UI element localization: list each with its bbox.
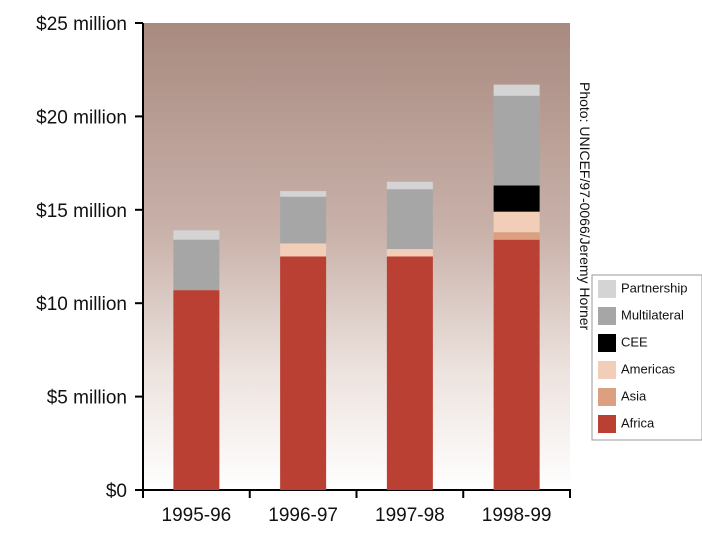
- legend-label: CEE: [621, 334, 648, 349]
- bar-segment: [493, 185, 540, 212]
- bar-segment: [173, 290, 220, 490]
- bar-segment: [280, 256, 327, 490]
- legend-swatch: [598, 307, 616, 325]
- legend-label: Americas: [621, 361, 676, 376]
- bar-segment: [173, 230, 220, 240]
- y-tick-label: $10 million: [36, 294, 127, 315]
- bar-segment: [386, 249, 433, 257]
- bar-segment: [493, 95, 540, 186]
- legend-label: Asia: [621, 388, 647, 403]
- legend-swatch: [598, 388, 616, 406]
- legend-swatch: [598, 334, 616, 352]
- bar-segment: [173, 239, 220, 291]
- y-tick-label: $15 million: [36, 201, 127, 222]
- legend-label: Africa: [621, 415, 655, 430]
- legend-label: Multilateral: [621, 307, 684, 322]
- y-tick-label: $0: [106, 481, 127, 502]
- y-tick-label: $25 million: [36, 14, 127, 35]
- x-tick-label: 1996-97: [268, 505, 338, 526]
- photo-credit: Photo: UNICEF/97-0066/Jeremy Horner: [577, 82, 593, 331]
- bar-segment: [386, 181, 433, 190]
- bar-segment: [280, 243, 327, 257]
- y-tick-label: $5 million: [47, 388, 127, 409]
- bar-segment: [493, 211, 540, 233]
- bar-segment: [386, 189, 433, 250]
- x-tick-label: 1995-96: [162, 505, 232, 526]
- x-tick-label: 1997-98: [375, 505, 445, 526]
- legend: [591, 274, 702, 441]
- bar-segment: [280, 196, 327, 244]
- y-tick-label: $20 million: [36, 107, 127, 128]
- x-tick-label: 1998-99: [482, 505, 552, 526]
- bar-segment: [493, 84, 540, 96]
- bar-segment: [493, 232, 540, 240]
- bar-segment: [280, 191, 327, 197]
- bar-segment: [493, 239, 540, 490]
- legend-swatch: [598, 280, 616, 298]
- bar-segment: [386, 256, 433, 490]
- legend-label: Partnership: [621, 280, 687, 295]
- legend-swatch: [598, 415, 616, 433]
- legend-swatch: [598, 361, 616, 379]
